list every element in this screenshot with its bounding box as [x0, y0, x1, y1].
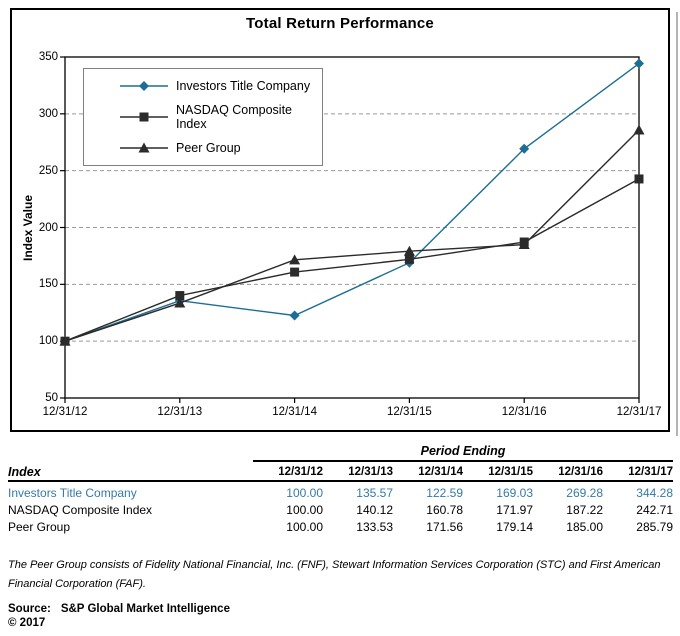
table-row: NASDAQ Composite Index 100.00 140.12 160.78…	[8, 502, 673, 519]
legend-label: NASDAQ Composite Index	[176, 103, 293, 131]
x-tick-label: 12/31/17	[616, 406, 662, 418]
index-column-header: Index	[8, 465, 41, 479]
diamond-marker-icon	[120, 81, 168, 91]
row-label: NASDAQ Composite Index	[8, 503, 153, 517]
table-cell: 169.03	[496, 486, 533, 500]
chart-title: Total Return Performance	[246, 15, 434, 32]
line-chart	[59, 56, 645, 403]
peer-group-footnote: The Peer Group consists of Fidelity Nati…	[8, 559, 661, 590]
square-marker-icon	[120, 112, 168, 122]
table-cell: 100.00	[286, 520, 323, 534]
x-tick-label: 12/31/15	[387, 406, 432, 418]
legend-entry: Investors Title Company	[118, 79, 322, 93]
table-cell: 160.78	[426, 503, 463, 517]
table-cell: 133.53	[356, 520, 393, 534]
y-tick-label: 150	[38, 278, 58, 291]
triangle-marker-icon	[174, 297, 186, 308]
table-row: Peer Group 100.00 133.53 171.56 179.14 185.00…	[8, 519, 673, 536]
table-cell: 285.79	[636, 520, 673, 534]
y-tick-label: 350	[38, 51, 58, 63]
square-marker-icon	[634, 174, 644, 184]
series-line-2	[64, 129, 640, 342]
table-cell: 140.12	[356, 503, 393, 517]
legend-label: Investors Title Company	[176, 79, 311, 93]
y-tick-label: 100	[38, 335, 58, 348]
table-cell: 135.57	[356, 486, 393, 500]
triangle-marker-icon	[403, 245, 415, 256]
triangle-marker-icon	[59, 335, 71, 346]
source-line: Source: S&P Global Market Intelligence	[8, 603, 230, 615]
table-cell: 171.97	[496, 503, 533, 517]
x-tick-label: 12/31/16	[501, 406, 547, 418]
row-label: Peer Group	[8, 520, 71, 534]
chart-panel: Total Return Performance Index Value 350…	[10, 8, 678, 436]
triangle-marker-icon	[120, 142, 168, 153]
table-date-column-header: 12/31/13	[348, 466, 393, 478]
legend-label: Peer Group	[176, 141, 241, 155]
source-value: S&P Global Market Intelligence	[60, 603, 230, 615]
table-cell: 179.14	[496, 520, 533, 534]
table-date-column-header: 12/31/16	[558, 466, 603, 478]
table-cell: 242.71	[636, 503, 673, 517]
triangle-marker-icon	[289, 254, 301, 265]
table-cell: 344.28	[636, 486, 673, 500]
diamond-marker-icon	[519, 143, 530, 154]
x-tick-label: 12/31/12	[42, 406, 88, 418]
table-date-column-header: 12/31/14	[418, 466, 463, 478]
table-group-header-row: Period Ending	[8, 444, 673, 462]
table-header-row: Index 12/31/12 12/31/13 12/31/14 12/31/15 12…	[8, 462, 673, 482]
y-tick-label: 50	[45, 392, 58, 404]
period-ending-header: Period Ending	[253, 444, 673, 462]
diamond-marker-icon	[289, 310, 300, 321]
table-cell: 185.00	[566, 520, 603, 534]
series-line-1	[64, 178, 640, 342]
table-row: Investors Title Company 100.00 135.57 122.5…	[8, 485, 673, 502]
table-cell: 171.56	[426, 520, 463, 534]
table-body: Investors Title Company 100.00 135.57 122.5…	[8, 485, 673, 536]
table-cell: 122.59	[426, 486, 463, 500]
source-label: Source:	[8, 603, 51, 615]
triangle-marker-icon	[518, 239, 530, 250]
table-date-column-header: 12/31/17	[628, 466, 673, 478]
table-date-column-header: 12/31/15	[488, 466, 533, 478]
table-group-spacer	[8, 444, 253, 462]
table-date-column-header: 12/31/12	[278, 466, 323, 478]
series-line-0	[64, 62, 640, 342]
row-label: Investors Title Company	[8, 486, 137, 500]
square-marker-icon	[175, 291, 185, 301]
y-tick-label: 300	[38, 107, 58, 120]
legend-entry: Peer Group	[118, 141, 322, 155]
triangle-marker-icon	[633, 124, 645, 135]
diamond-marker-icon	[634, 58, 644, 69]
x-tick-label: 12/31/14	[272, 406, 317, 418]
legend-entry: NASDAQ Composite Index	[118, 103, 322, 131]
copyright: © 2017	[8, 617, 46, 629]
legend: Investors Title Company NASDAQ Composite…	[83, 68, 323, 166]
y-tick-label: 250	[38, 164, 58, 177]
x-tick-label: 12/31/13	[157, 406, 203, 418]
performance-table: Period Ending Index 12/31/12 12/31/13 12/3…	[8, 444, 673, 536]
y-tick-label: 200	[38, 221, 58, 234]
table-cell: 100.00	[286, 503, 323, 517]
table-cell: 100.00	[286, 486, 323, 500]
table-cell: 269.28	[566, 486, 603, 500]
square-marker-icon	[290, 267, 300, 277]
table-cell: 187.22	[566, 503, 603, 517]
square-marker-icon	[404, 254, 414, 264]
